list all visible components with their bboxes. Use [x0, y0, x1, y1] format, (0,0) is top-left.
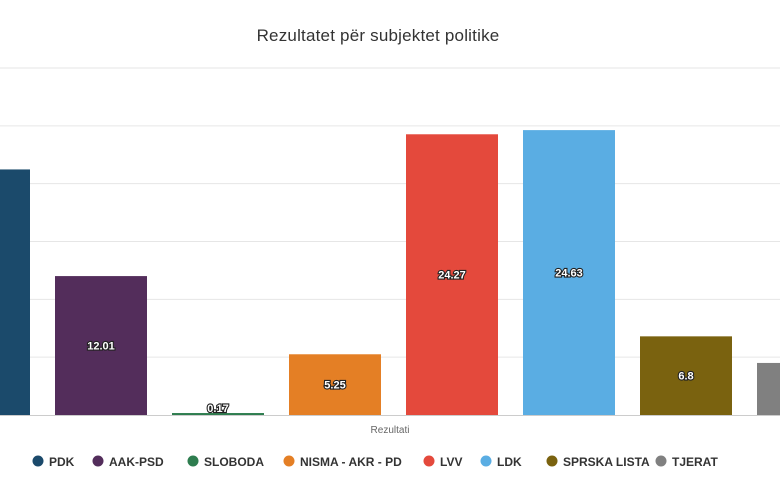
legend-label: SLOBODA [204, 455, 264, 469]
data-label: 12.01 [87, 341, 115, 353]
data-label: 5.25 [324, 380, 345, 392]
bar-nisma-akr-pd[interactable] [289, 354, 381, 415]
legend-item-aak-psd[interactable]: AAK-PSD [92, 455, 165, 469]
bar-pdk[interactable] [0, 169, 30, 415]
legend-item-sloboda[interactable]: SLOBODA [187, 455, 265, 469]
data-labels-group: 12.01 0.17 5.25 24.27 24.63 6.8 [86, 266, 695, 416]
chart-title: Rezultatet për subjektet politike [257, 26, 500, 45]
legend-item-tjerat[interactable]: TJERAT [655, 455, 719, 469]
legend-item-sprska-lista[interactable]: SPRSKA LISTA [546, 455, 651, 469]
legend-marker [187, 455, 199, 467]
bar-sprska-lista[interactable] [640, 336, 732, 415]
legend-marker [283, 455, 295, 467]
legend-marker [546, 455, 558, 467]
data-label: 6.8 [678, 371, 693, 383]
legend-marker [423, 455, 435, 467]
legend-label: TJERAT [672, 455, 718, 469]
legend-marker [92, 455, 104, 467]
bar-tjerat[interactable] [757, 362, 780, 415]
bar-aak-psd[interactable] [55, 276, 147, 415]
legend-label: LDK [497, 455, 522, 469]
data-label: 24.63 [555, 268, 583, 280]
legend-label: NISMA - AKR - PD [300, 455, 402, 469]
legend-label: PDK [49, 455, 75, 469]
bars-group [0, 130, 780, 416]
legend-label: AAK-PSD [109, 455, 164, 469]
legend-item-pdk[interactable]: PDK [32, 455, 75, 469]
bar-ldk[interactable] [523, 130, 615, 415]
legend-marker [655, 455, 667, 467]
legend-item-nisma-akr-pd[interactable]: NISMA - AKR - PD [283, 455, 403, 469]
legend: PDK AAK-PSD SLOBODA NISMA - AKR - PD LVV LDK S… [32, 455, 719, 469]
legend-label: LVV [440, 455, 462, 469]
bar-sloboda[interactable] [172, 413, 264, 415]
data-label: 0.17 [207, 403, 228, 415]
legend-label: SPRSKA LISTA [563, 455, 650, 469]
data-label: 24.27 [438, 270, 466, 282]
legend-item-lvv[interactable]: LVV [423, 455, 463, 469]
legend-marker [480, 455, 492, 467]
legend-marker [32, 455, 44, 467]
bar-lvv[interactable] [406, 134, 498, 416]
x-axis-label: Rezultati [371, 425, 410, 436]
legend-item-ldk[interactable]: LDK [480, 455, 522, 469]
